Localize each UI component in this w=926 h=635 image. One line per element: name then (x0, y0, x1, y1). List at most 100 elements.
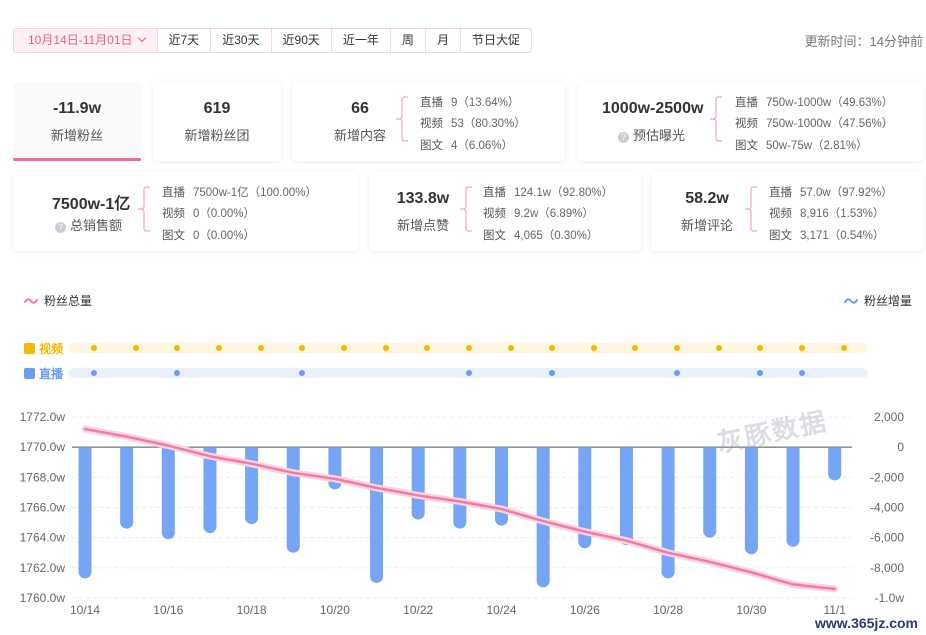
stat-card-exposure[interactable]: 1000w-2500w ? 预估曝光 直播 750w-1000w（49.63%） 视… (578, 82, 923, 161)
comments-row-video: 视频 8,916（1.53%） (769, 208, 885, 220)
fans-increase-bar-cap (161, 526, 175, 540)
video-post-dot[interactable] (174, 345, 181, 351)
active-tab-indicator (13, 158, 141, 161)
legend-fans-total[interactable]: 粉丝总量 (24, 292, 92, 309)
content-row-video: 视频 53（80.30%） (420, 118, 526, 130)
likes-label: 新增点赞 (396, 218, 449, 233)
live-track-lane (68, 368, 868, 378)
date-range-label: 10月14日-11月01日 (28, 33, 133, 47)
help-icon[interactable]: ? (618, 132, 629, 143)
fans-increase-bar (495, 447, 508, 520)
fans-increase-bar-cap (245, 511, 259, 525)
fans-increase-bar (536, 447, 550, 581)
fans-increase-bar-cap (703, 524, 717, 538)
video-post-dot[interactable] (382, 345, 389, 351)
live-session-dot[interactable] (174, 370, 181, 376)
video-post-dot[interactable] (132, 345, 139, 351)
update-time: 更新时间：14分钟前 (804, 34, 923, 49)
fans-increase-bar-cap (536, 574, 550, 588)
stat-card-fan-club[interactable]: 619 新增粉丝团 (153, 82, 281, 161)
fans-increase-bar-cap (78, 565, 92, 579)
live-session-dot[interactable] (299, 370, 306, 376)
live-session-dot[interactable] (674, 370, 681, 376)
live-session-dot[interactable] (465, 370, 472, 376)
sales-label-wrap: ? 总销售额 (55, 215, 122, 234)
live-session-dot[interactable] (757, 370, 764, 376)
fans-increase-bar (661, 447, 675, 572)
video-post-dot[interactable] (299, 345, 306, 351)
fans-increase-bar-cap (744, 541, 758, 555)
video-track-lane (68, 343, 868, 353)
video-post-dot[interactable] (757, 345, 764, 351)
video-post-dot[interactable] (465, 345, 472, 351)
bracket-icon (137, 183, 150, 235)
video-post-dot[interactable] (799, 345, 806, 351)
range-month-button[interactable]: 月 (426, 29, 461, 52)
y-right-tick: 2,000 (874, 410, 904, 424)
y-left-tick: 1762.0w (20, 561, 66, 575)
bracket-icon (395, 93, 408, 145)
sales-row-image: 图文 0（0.00%） (162, 230, 256, 242)
video-post-dot[interactable] (215, 345, 222, 351)
y-left-tick: 1760.0w (20, 591, 66, 605)
x-tick-label: 10/30 (736, 603, 766, 617)
live-session-dot[interactable] (549, 370, 556, 376)
help-icon[interactable]: ? (55, 222, 66, 233)
x-tick-label: 10/22 (403, 603, 433, 617)
exposure-row-video: 视频 750w-1000w（47.56%） (735, 118, 894, 130)
fans-increase-bar-cap (370, 569, 384, 583)
exposure-value: 1000w-2500w (602, 100, 704, 117)
fans-increase-bar (578, 447, 592, 542)
y-left-tick: 1770.0w (20, 440, 66, 454)
video-post-dot[interactable] (91, 345, 97, 351)
stat-card-new-fans[interactable]: -11.9w 新增粉丝 (13, 82, 141, 161)
video-post-dot[interactable] (340, 345, 347, 351)
range-30d-button[interactable]: 近30天 (211, 29, 272, 52)
live-session-dot[interactable] (91, 370, 97, 376)
new-fans-value: -11.9w (52, 100, 102, 117)
stat-card-new-content[interactable]: 66 新增内容 直播 9（13.64%） 视频 53（80.30%） 图文 4（6.0… (292, 82, 565, 161)
range-7d-button[interactable]: 近7天 (158, 29, 212, 52)
chevron-down-icon (137, 33, 146, 43)
fan-club-value: 619 (203, 100, 231, 117)
comments-value: 58.2w (685, 190, 729, 207)
date-range-picker[interactable]: 10月14日-11月01日 (14, 29, 158, 52)
fans-chart[interactable]: 1760.0w -1.0w 1762.0w -8,000 1764.0w -6,000 17… (0, 400, 926, 635)
video-post-dot[interactable] (632, 345, 639, 351)
fans-increase-bar (78, 447, 92, 572)
video-post-dot[interactable] (715, 345, 722, 351)
video-post-dot[interactable] (424, 345, 431, 351)
fans-increase-bar (453, 447, 467, 523)
content-row-live: 直播 9（13.64%） (420, 97, 520, 109)
content-row-image: 图文 4（6.06%） (420, 140, 514, 152)
legend-fans-total-label: 粉丝总量 (44, 294, 93, 308)
live-track-name: 直播 (39, 366, 64, 381)
video-post-dot[interactable] (507, 345, 514, 351)
comments-row-live: 直播 57.0w（97.92%） (769, 187, 893, 199)
video-post-dot[interactable] (549, 345, 556, 351)
x-tick-label: 10/20 (320, 603, 350, 617)
fans-increase-bar-cap (786, 533, 800, 547)
live-session-dot[interactable] (799, 370, 806, 376)
fans-increase-bar (120, 447, 134, 523)
legend-fans-increase[interactable]: 粉丝增量 (843, 292, 912, 309)
x-tick-label: 10/28 (653, 603, 683, 617)
stat-card-likes[interactable]: 133.8w 新增点赞 直播 124.1w（92.80%） 视频 9.2w（6.89… (369, 172, 641, 251)
video-post-dot[interactable] (840, 345, 847, 351)
range-1y-button[interactable]: 近一年 (332, 29, 391, 52)
fans-increase-bar-cap (203, 520, 217, 534)
video-post-dot[interactable] (674, 345, 681, 351)
fans-increase-bar-cap (411, 506, 425, 520)
range-90d-button[interactable]: 近90天 (272, 29, 332, 52)
video-post-dot[interactable] (257, 345, 264, 351)
stat-card-comments[interactable]: 58.2w 新增评论 直播 57.0w（97.92%） 视频 8,916（1.53%… (651, 172, 923, 251)
fans-increase-bar-cap (661, 565, 675, 579)
y-left-tick: 1764.0w (20, 531, 66, 545)
y-right-tick: -4,000 (870, 501, 904, 515)
range-week-button[interactable]: 周 (391, 29, 426, 52)
video-post-dot[interactable] (590, 345, 597, 351)
y-left-tick: 1768.0w (20, 470, 66, 484)
fans-increase-bar (286, 447, 300, 547)
stat-card-sales[interactable]: 7500w-1亿 ? 总销售额 直播 7500w-1亿（100.00%） 视频 0（0… (13, 172, 358, 251)
range-festival-button[interactable]: 节日大促 (471, 33, 520, 47)
